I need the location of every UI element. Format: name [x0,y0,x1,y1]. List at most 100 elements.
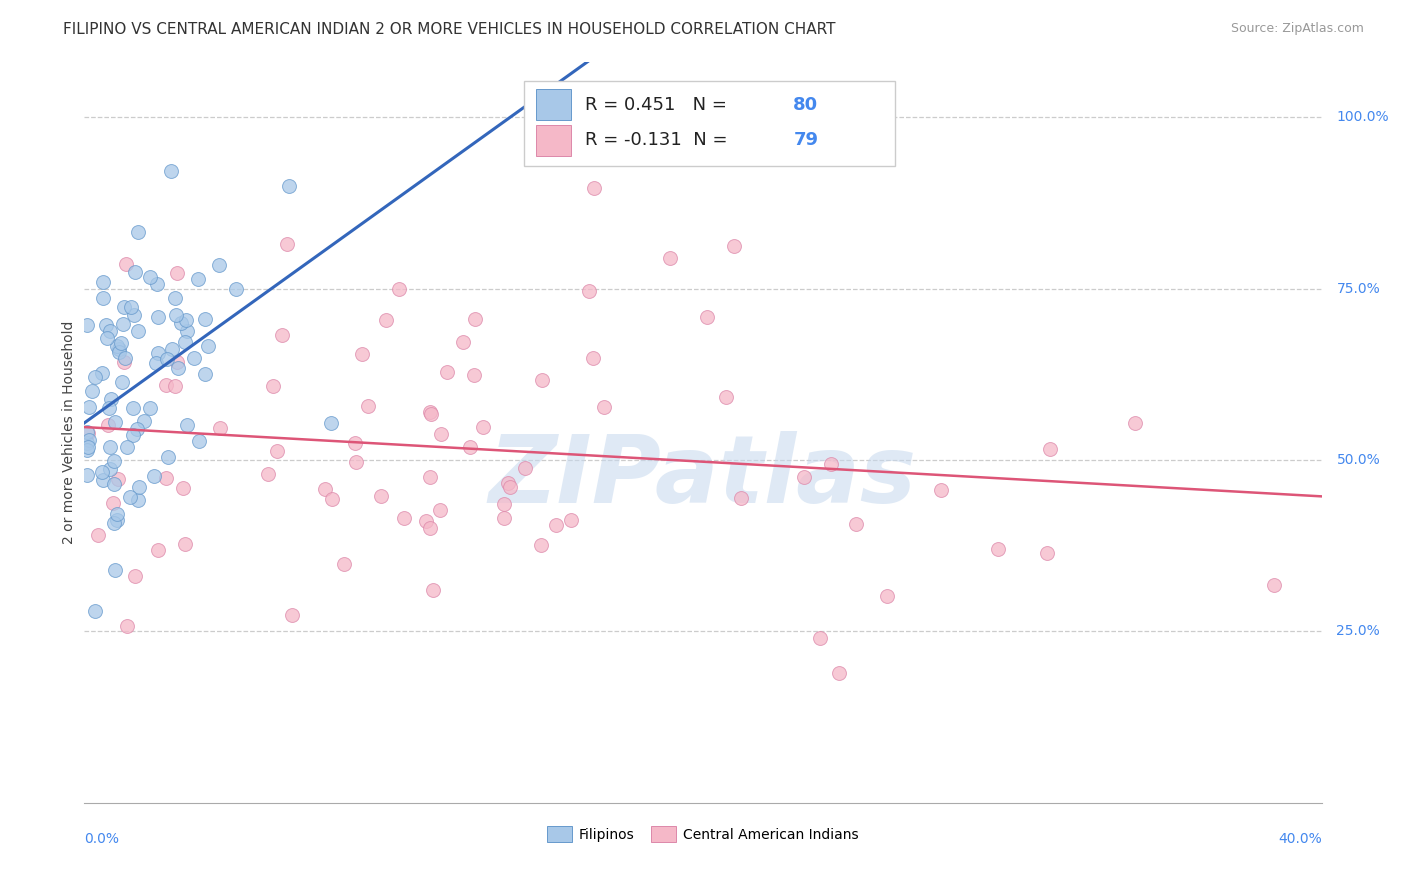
Point [76,436,98,450]
Legend: Filipinos, Central American Indians: Filipinos, Central American Indians [541,821,865,847]
Text: R = 0.451   N =: R = 0.451 N = [585,95,733,113]
Point [104,563,127,577]
Point [76,318,98,333]
Text: 0.0%: 0.0% [84,832,120,847]
Point [98,462,121,476]
Text: 40.0%: 40.0% [1278,832,1322,847]
Point [464,311,486,326]
Point [122,308,145,322]
Point [98,440,121,454]
Point [111,375,134,389]
Point [582,351,605,365]
Point [430,427,453,442]
Point [183,351,205,365]
Point [121,401,143,416]
Text: FILIPINO VS CENTRAL AMERICAN INDIAN 2 OR MORE VEHICLES IN HOUSEHOLD CORRELATION : FILIPINO VS CENTRAL AMERICAN INDIAN 2 OR… [63,22,835,37]
Point [174,335,197,350]
Point [91,366,114,380]
Point [845,517,868,532]
Point [97,417,120,432]
Point [357,399,380,413]
Point [392,510,415,524]
Point [419,470,441,484]
Point [127,493,149,508]
Point [278,179,301,194]
Point [463,368,485,383]
Point [174,313,197,327]
Point [419,404,441,418]
Point [155,378,177,392]
Point [1263,578,1285,592]
Point [166,355,188,369]
Point [193,367,215,381]
Point [808,631,831,645]
Point [105,513,128,527]
Point [103,516,125,531]
Point [134,414,156,428]
Point [166,267,188,281]
Point [321,492,343,507]
Point [343,435,366,450]
Point [429,503,451,517]
Point [160,163,183,178]
Point [91,291,114,305]
Point [115,257,138,271]
Point [546,518,568,533]
Point [142,469,165,483]
Point [419,521,441,535]
Text: 50.0%: 50.0% [1337,453,1381,467]
Point [350,347,373,361]
Point [160,343,183,357]
Point [156,351,179,366]
Point [167,360,190,375]
Point [176,418,198,433]
Point [120,491,142,505]
Point [492,511,515,525]
Point [187,272,209,286]
Point [124,569,146,583]
Point [560,513,582,527]
Point [91,473,114,487]
Point [593,401,616,415]
Point [176,325,198,339]
Point [793,470,815,484]
Point [194,311,217,326]
Point [314,483,336,497]
Point [77,440,100,454]
Point [146,346,169,360]
Text: 79: 79 [793,131,818,149]
Point [122,428,145,442]
Point [987,541,1010,556]
Point [321,416,343,430]
Point [96,331,118,345]
Point [112,300,135,314]
Point [281,608,304,623]
Point [111,318,134,332]
Point [105,508,128,522]
Point [125,422,148,436]
Point [77,400,100,414]
Point [472,419,495,434]
Point [80,384,103,398]
Point [696,310,718,324]
Point [208,421,231,435]
Point [388,282,411,296]
Point [451,334,474,349]
Point [76,425,98,440]
Point [530,373,553,387]
Point [876,589,898,603]
Point [100,392,122,407]
Point [115,441,138,455]
Point [163,291,186,305]
FancyBboxPatch shape [523,81,894,166]
Point [145,355,167,369]
Point [107,472,129,486]
Point [458,440,481,454]
Point [499,480,522,494]
Point [225,282,247,296]
Point [1039,442,1062,456]
Point [114,351,136,365]
Point [929,483,952,498]
Point [498,476,520,491]
Point [110,336,132,351]
